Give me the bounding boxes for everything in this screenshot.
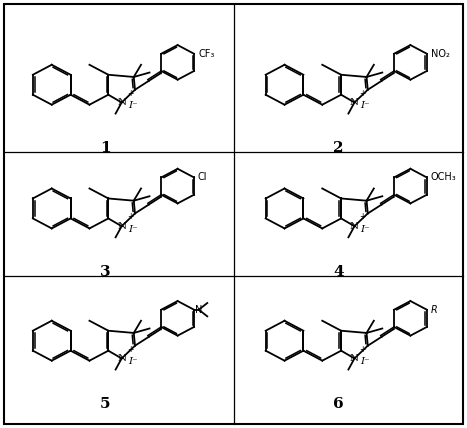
Text: +: + bbox=[127, 212, 133, 221]
Text: I⁻: I⁻ bbox=[361, 357, 370, 366]
Text: 1: 1 bbox=[100, 141, 111, 155]
Text: 2: 2 bbox=[333, 141, 344, 155]
Text: NO₂: NO₂ bbox=[432, 49, 450, 59]
Text: I⁻: I⁻ bbox=[361, 101, 370, 110]
Text: R: R bbox=[431, 305, 437, 315]
Text: I⁻: I⁻ bbox=[361, 225, 370, 234]
Text: +: + bbox=[360, 89, 366, 98]
Text: N: N bbox=[117, 354, 126, 363]
Text: I⁻: I⁻ bbox=[128, 357, 137, 366]
Text: +: + bbox=[127, 89, 133, 98]
Text: 3: 3 bbox=[100, 265, 111, 279]
Text: 4: 4 bbox=[333, 265, 344, 279]
Text: N: N bbox=[350, 98, 359, 107]
Text: +: + bbox=[127, 345, 133, 354]
Text: I⁻: I⁻ bbox=[128, 225, 137, 234]
Text: N: N bbox=[350, 222, 359, 231]
Text: OCH₃: OCH₃ bbox=[431, 172, 456, 182]
Text: I⁻: I⁻ bbox=[128, 101, 137, 110]
Text: Cl: Cl bbox=[198, 172, 207, 182]
Text: N: N bbox=[350, 354, 359, 363]
Text: N: N bbox=[117, 222, 126, 231]
Text: +: + bbox=[360, 212, 366, 221]
Text: N: N bbox=[195, 305, 203, 315]
Text: N: N bbox=[117, 98, 126, 107]
Text: +: + bbox=[360, 345, 366, 354]
Text: CF₃: CF₃ bbox=[198, 49, 215, 59]
Text: 6: 6 bbox=[333, 397, 344, 411]
Text: 5: 5 bbox=[100, 397, 111, 411]
